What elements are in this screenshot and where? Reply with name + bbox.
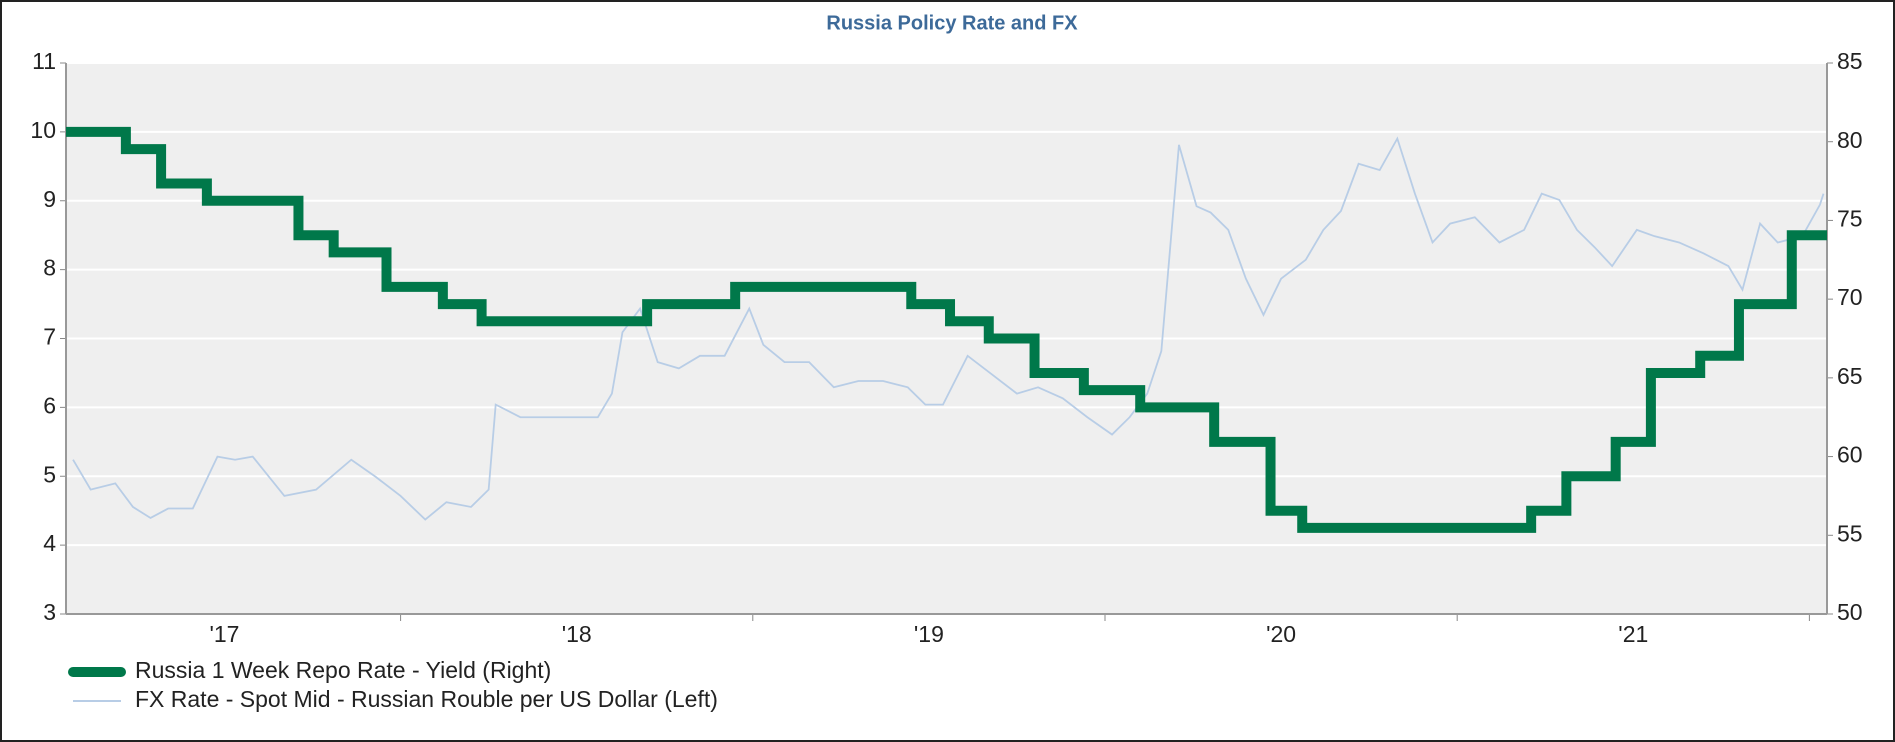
legend-label: Russia 1 Week Repo Rate - Yield (Right): [135, 657, 551, 683]
y2-tick-label: 80: [1837, 127, 1863, 153]
y-tick-label: 7: [43, 324, 56, 350]
y-tick-label: 3: [43, 599, 56, 625]
y-tick-label: 9: [43, 186, 56, 212]
legend-label: FX Rate - Spot Mid - Russian Rouble per …: [135, 686, 718, 712]
chart-title: Russia Policy Rate and FX: [826, 12, 1078, 34]
series-line: [66, 126, 1827, 533]
x-tick-label: '20: [1266, 621, 1296, 647]
y-tick-label: 5: [43, 461, 56, 487]
y2-tick-label: 70: [1837, 284, 1863, 310]
y2-tick-label: 65: [1837, 363, 1863, 389]
series-line: [72, 136, 1825, 521]
x-tick-label: '18: [562, 621, 592, 647]
y2-tick-label: 75: [1837, 206, 1863, 232]
y-tick-label: 11: [32, 48, 56, 74]
y-tick-label: 4: [43, 530, 56, 556]
y-tick-label: 10: [30, 117, 56, 143]
x-tick-label: '17: [209, 621, 239, 647]
y2-tick-label: 60: [1837, 442, 1863, 468]
y2-tick-label: 55: [1837, 520, 1863, 546]
y2-tick-label: 50: [1837, 599, 1863, 625]
y2-tick-label: 85: [1837, 48, 1863, 74]
x-tick-label: '21: [1618, 621, 1648, 647]
y-tick-label: 8: [43, 255, 56, 281]
y-tick-label: 6: [43, 392, 56, 418]
x-tick-label: '19: [914, 621, 944, 647]
